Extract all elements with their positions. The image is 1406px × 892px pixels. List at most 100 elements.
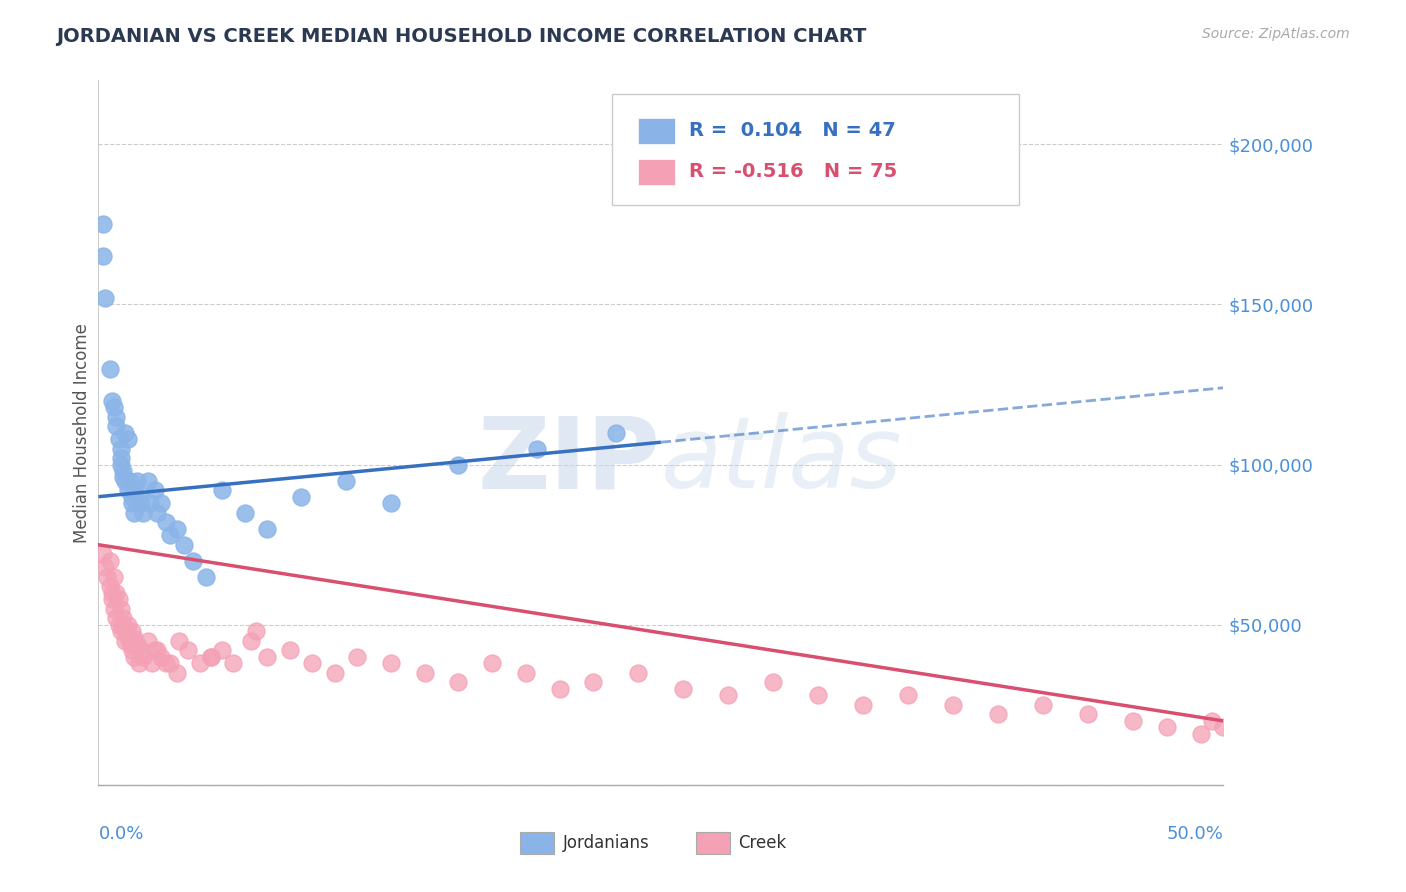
Point xyxy=(1212,720,1234,734)
Text: 0.0%: 0.0% xyxy=(98,825,143,843)
Point xyxy=(107,617,129,632)
Point xyxy=(136,474,159,488)
Point xyxy=(118,637,141,651)
Point xyxy=(627,665,650,680)
Point xyxy=(548,681,571,696)
Point xyxy=(146,506,169,520)
Point xyxy=(105,586,128,600)
Text: Source: ZipAtlas.com: Source: ZipAtlas.com xyxy=(1202,27,1350,41)
Text: Jordanians: Jordanians xyxy=(562,834,650,852)
Point xyxy=(278,643,301,657)
Point xyxy=(605,425,627,440)
Point xyxy=(762,675,785,690)
Text: atlas: atlas xyxy=(661,412,903,509)
Point xyxy=(117,631,139,645)
Point xyxy=(256,522,278,536)
Point xyxy=(447,675,470,690)
Point xyxy=(240,633,263,648)
Point xyxy=(200,649,222,664)
Point xyxy=(110,451,132,466)
Point xyxy=(141,657,163,671)
Point xyxy=(200,649,222,664)
Point xyxy=(125,637,148,651)
Point xyxy=(301,657,323,671)
Point xyxy=(380,657,402,671)
Point xyxy=(139,496,162,510)
Point xyxy=(117,432,139,446)
Point xyxy=(1189,727,1212,741)
Point xyxy=(110,442,132,456)
Point xyxy=(124,649,146,664)
Point xyxy=(346,649,368,664)
Point xyxy=(132,506,155,520)
Point xyxy=(107,592,129,607)
Point xyxy=(110,601,132,615)
Point xyxy=(290,490,312,504)
Point xyxy=(1077,707,1099,722)
Point xyxy=(124,631,146,645)
Point xyxy=(413,665,436,680)
Point xyxy=(852,698,875,712)
Point xyxy=(169,633,191,648)
Point xyxy=(211,483,233,498)
Point xyxy=(1032,698,1054,712)
Point xyxy=(114,624,136,639)
Point xyxy=(181,554,204,568)
Text: R =  0.104   N = 47: R = 0.104 N = 47 xyxy=(689,121,896,140)
Point xyxy=(195,570,218,584)
Point xyxy=(110,624,132,639)
Point xyxy=(526,442,548,456)
Point xyxy=(91,218,114,232)
Point xyxy=(146,643,169,657)
Point xyxy=(166,665,188,680)
Point xyxy=(98,579,121,593)
Point xyxy=(177,643,200,657)
Point xyxy=(129,643,152,657)
Point xyxy=(124,506,146,520)
Point xyxy=(101,592,124,607)
Point xyxy=(117,483,139,498)
Point xyxy=(245,624,267,639)
Point xyxy=(105,409,128,424)
Point xyxy=(515,665,537,680)
Point xyxy=(112,470,135,484)
Point xyxy=(98,554,121,568)
Point xyxy=(481,657,503,671)
Point xyxy=(188,657,211,671)
Point xyxy=(110,458,132,472)
Point xyxy=(101,393,124,408)
Point xyxy=(211,643,233,657)
Point xyxy=(143,643,166,657)
Point xyxy=(987,707,1010,722)
Point xyxy=(159,528,181,542)
Point xyxy=(717,688,740,702)
Point xyxy=(1122,714,1144,728)
Point xyxy=(1201,714,1223,728)
Point xyxy=(112,464,135,478)
Point xyxy=(114,633,136,648)
Point xyxy=(128,657,150,671)
Point xyxy=(114,425,136,440)
Point xyxy=(233,506,256,520)
Text: JORDANIAN VS CREEK MEDIAN HOUSEHOLD INCOME CORRELATION CHART: JORDANIAN VS CREEK MEDIAN HOUSEHOLD INCO… xyxy=(56,27,866,45)
Point xyxy=(117,617,139,632)
Point xyxy=(129,496,152,510)
Point xyxy=(118,474,141,488)
Point xyxy=(136,633,159,648)
Point xyxy=(807,688,830,702)
Point xyxy=(121,643,143,657)
Point xyxy=(91,547,114,561)
Point xyxy=(107,432,129,446)
Text: 50.0%: 50.0% xyxy=(1167,825,1223,843)
Point xyxy=(105,611,128,625)
Y-axis label: Median Household Income: Median Household Income xyxy=(73,323,91,542)
Point xyxy=(112,611,135,625)
Point xyxy=(942,698,965,712)
Point xyxy=(121,490,143,504)
Point xyxy=(173,538,195,552)
Text: ZIP: ZIP xyxy=(478,412,661,509)
Point xyxy=(96,570,118,584)
Point xyxy=(256,649,278,664)
Point xyxy=(1156,720,1178,734)
Text: R = -0.516   N = 75: R = -0.516 N = 75 xyxy=(689,162,897,181)
